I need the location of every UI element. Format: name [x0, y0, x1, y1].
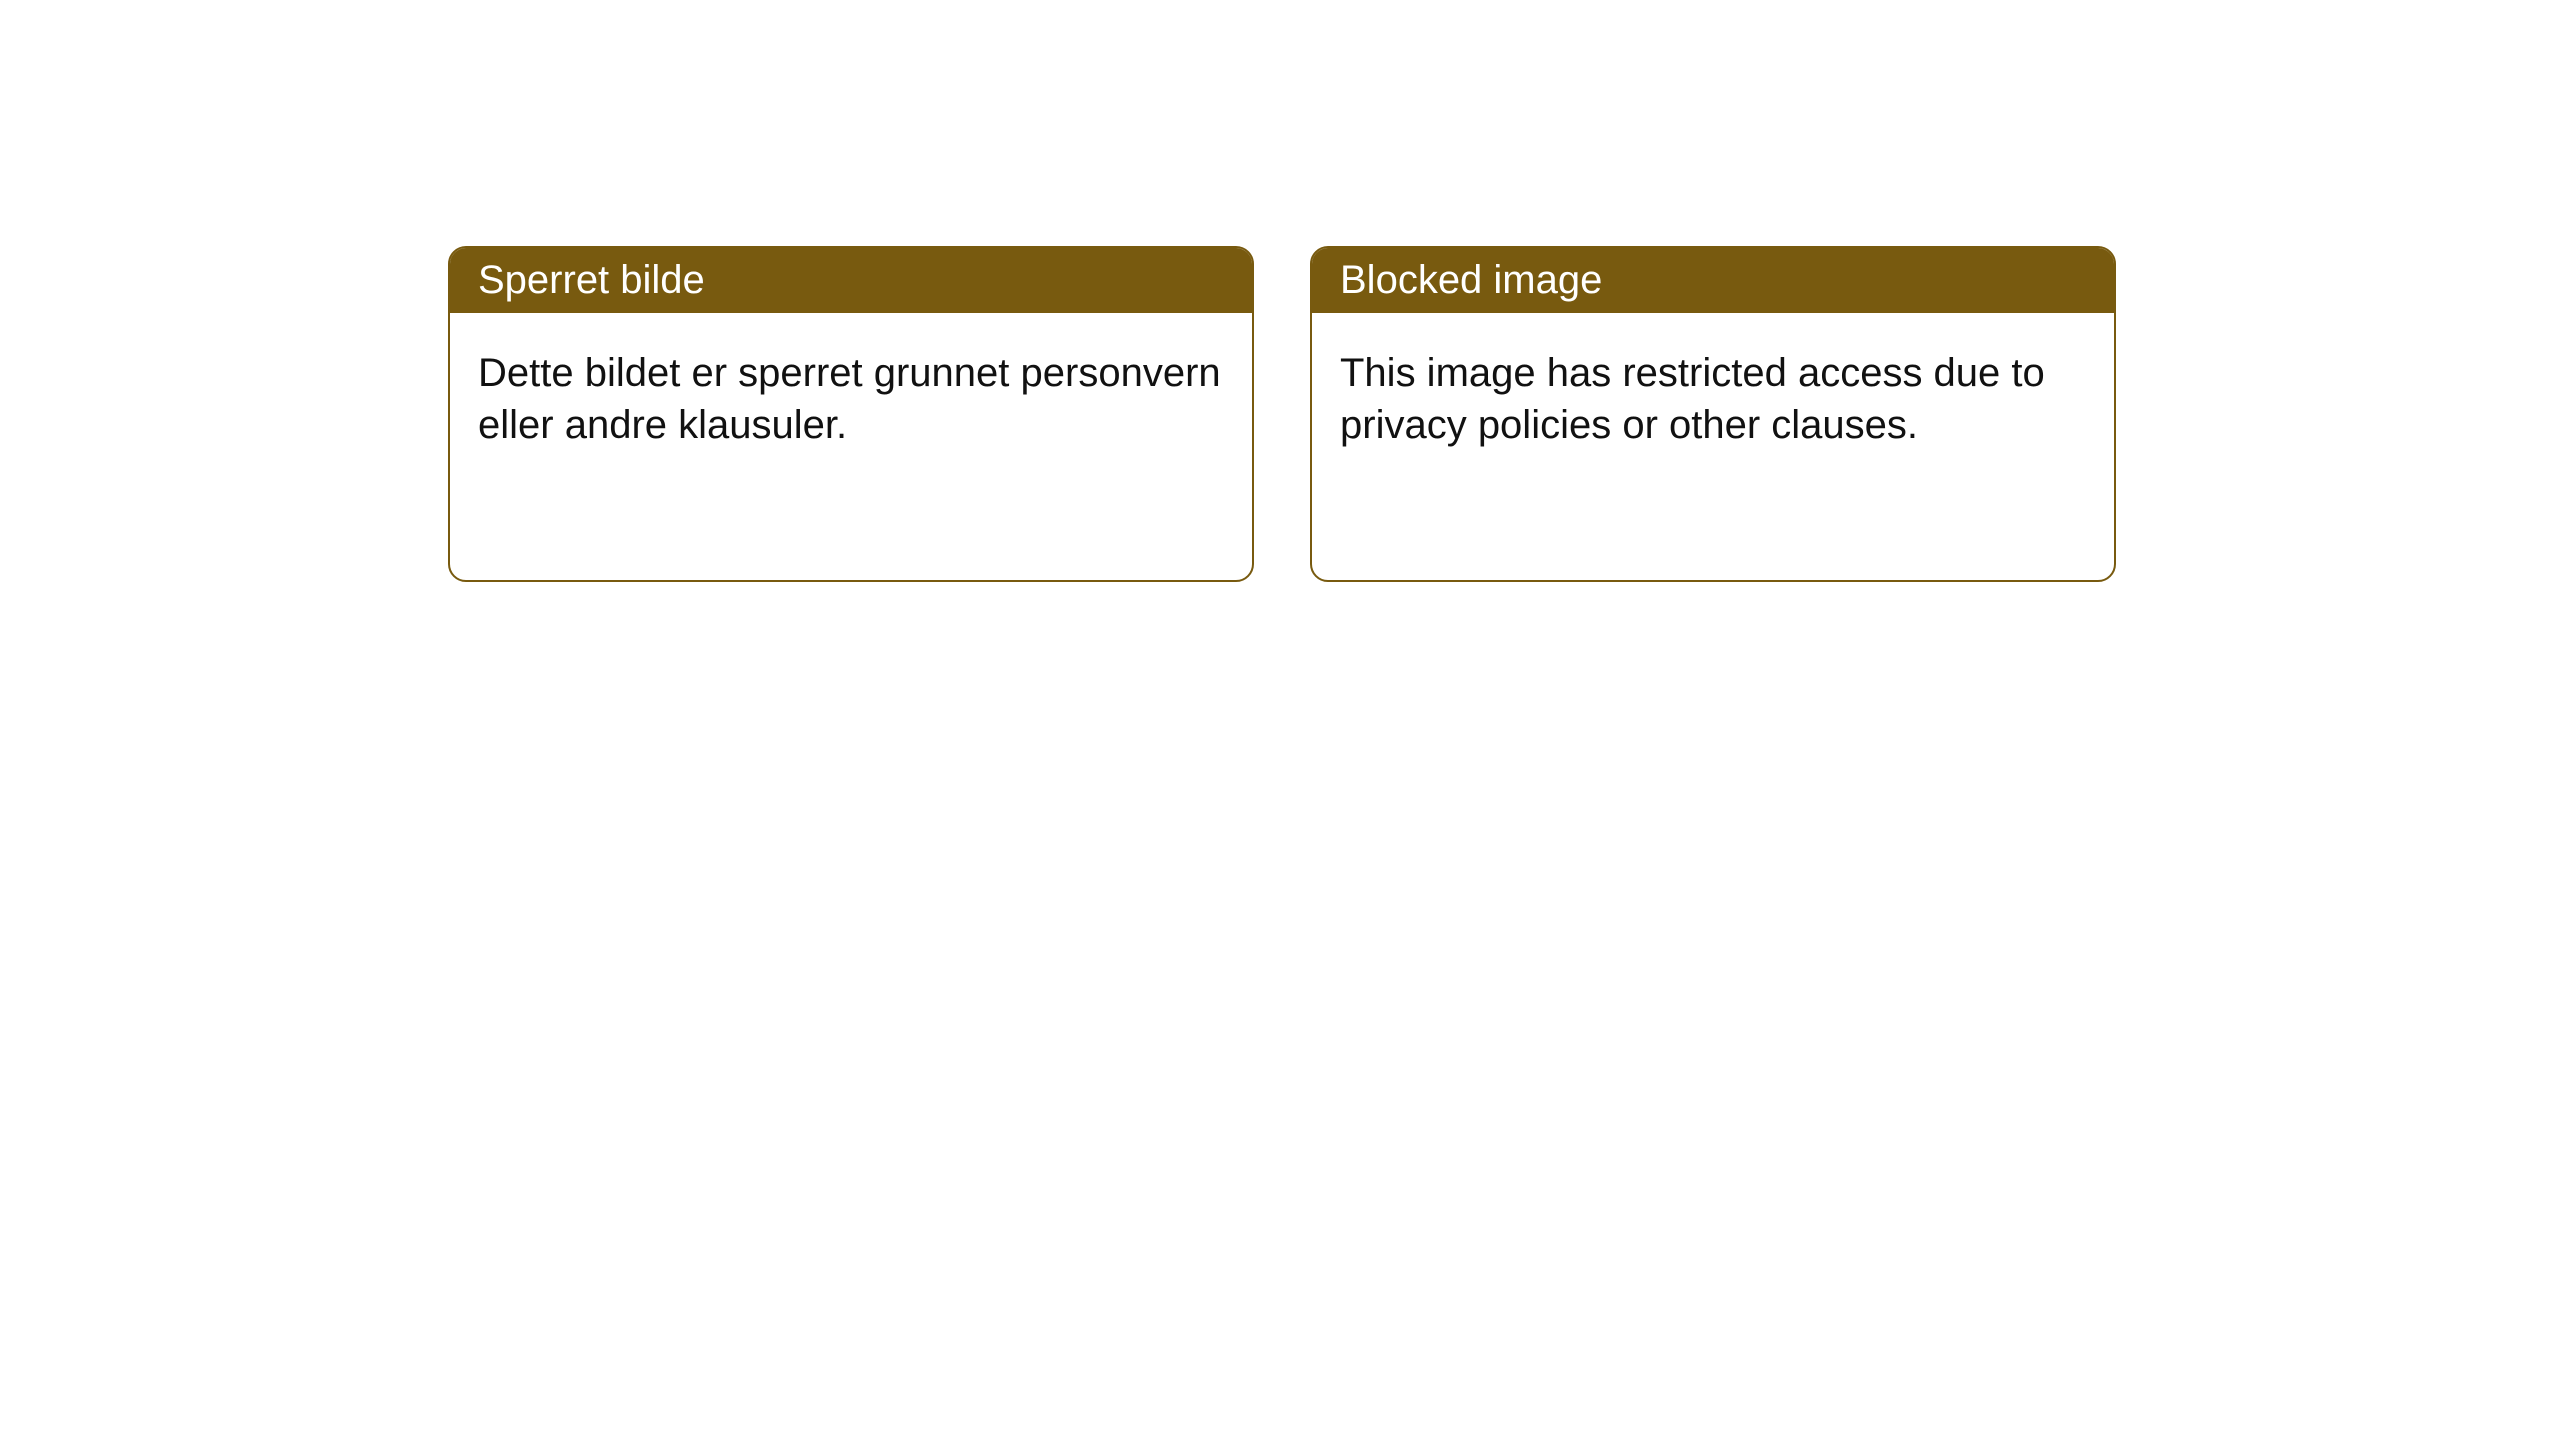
notice-card-norwegian: Sperret bilde Dette bildet er sperret gr…: [448, 246, 1254, 582]
card-message: Dette bildet er sperret grunnet personve…: [478, 351, 1221, 447]
card-title: Blocked image: [1340, 258, 1602, 302]
card-message: This image has restricted access due to …: [1340, 351, 2045, 447]
card-body: This image has restricted access due to …: [1312, 313, 2114, 485]
card-header: Sperret bilde: [450, 248, 1252, 313]
card-header: Blocked image: [1312, 248, 2114, 313]
card-title: Sperret bilde: [478, 258, 705, 302]
notice-container: Sperret bilde Dette bildet er sperret gr…: [0, 0, 2560, 582]
notice-card-english: Blocked image This image has restricted …: [1310, 246, 2116, 582]
card-body: Dette bildet er sperret grunnet personve…: [450, 313, 1252, 485]
